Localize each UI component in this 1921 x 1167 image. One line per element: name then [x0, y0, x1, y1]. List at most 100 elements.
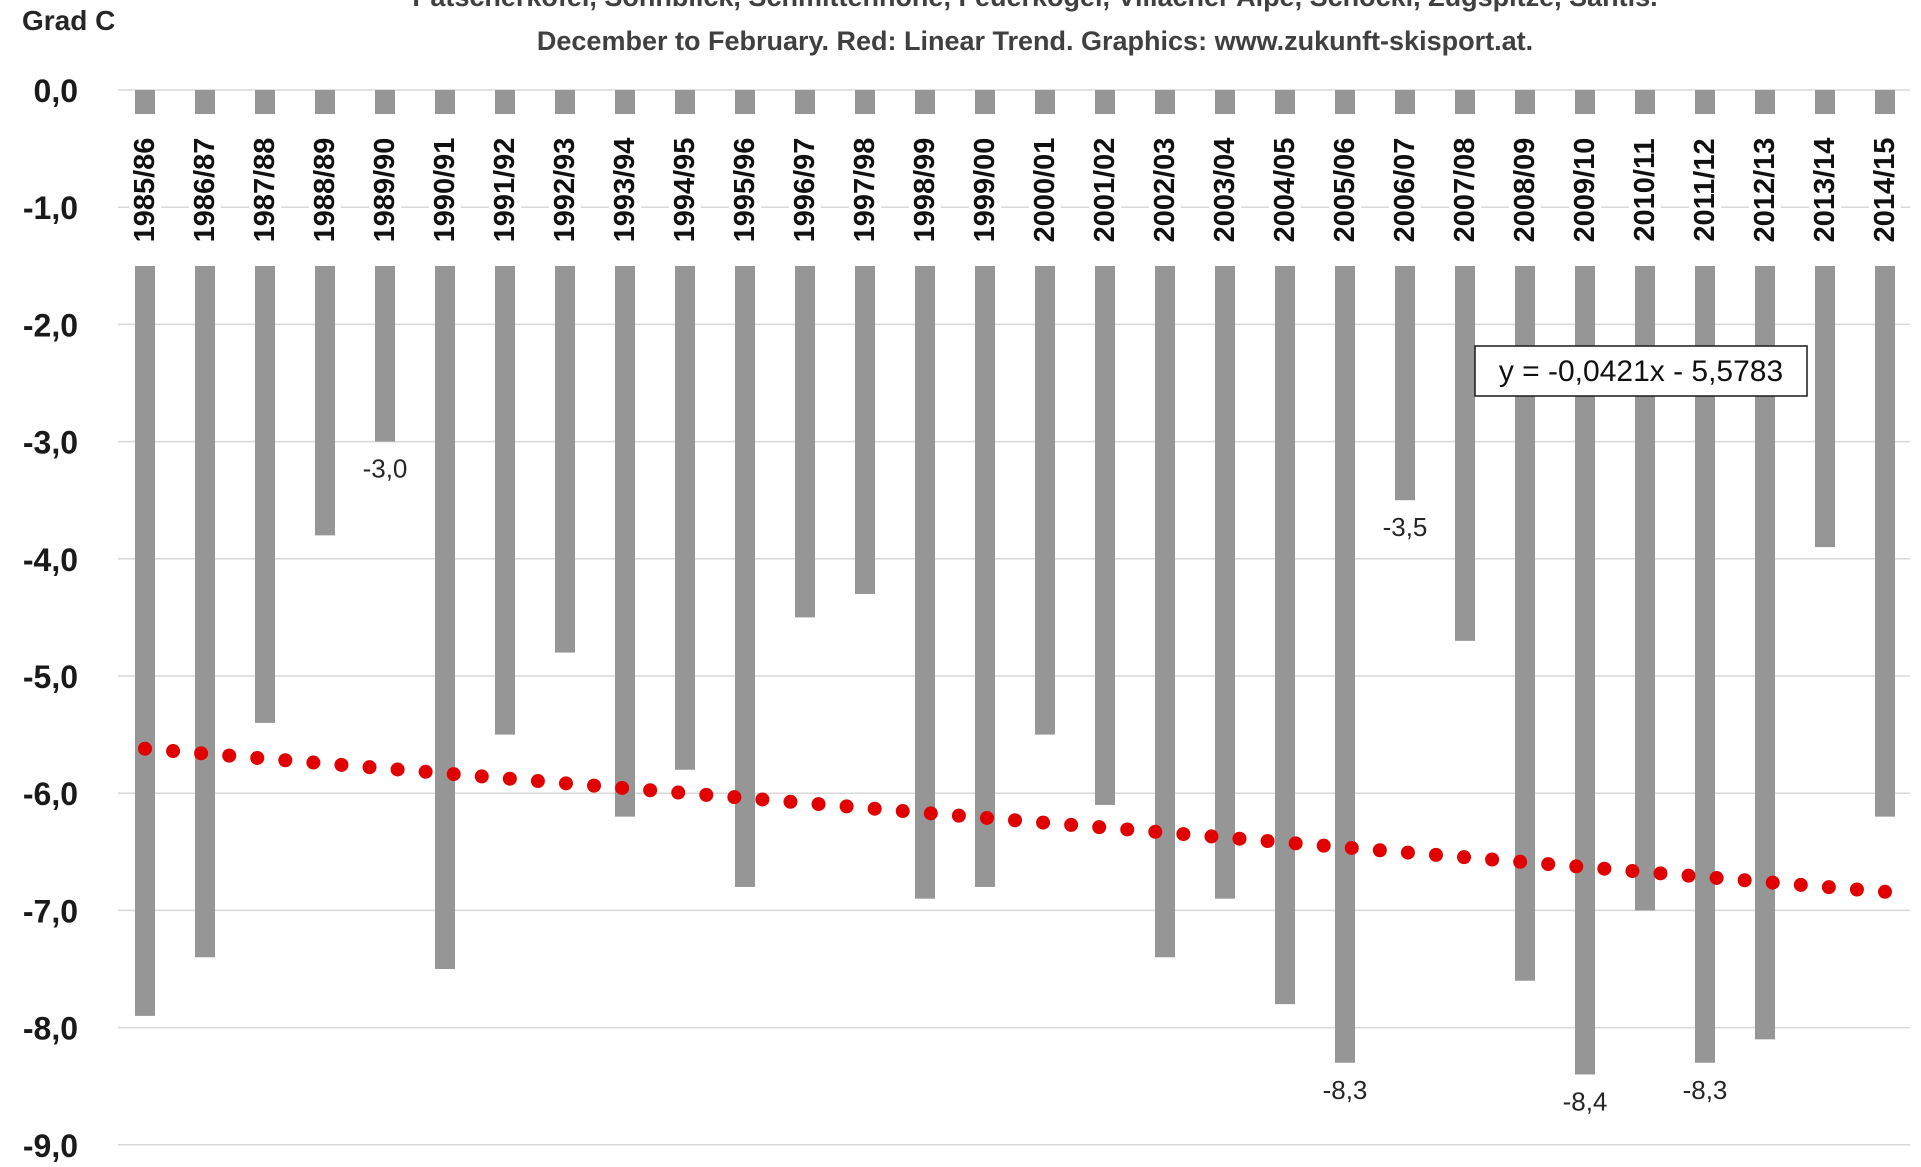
x-tick-label-backing — [729, 114, 761, 266]
trend-dot — [699, 787, 714, 802]
x-tick-label: 1998/99 — [909, 138, 941, 243]
trend-dot — [1765, 875, 1780, 890]
trend-dot — [390, 762, 405, 777]
trend-dot — [1737, 873, 1752, 888]
x-tick-label: 2002/03 — [1149, 138, 1181, 243]
trend-dot — [1372, 843, 1387, 858]
x-tick-label-backing — [909, 114, 941, 266]
trend-dot — [474, 769, 489, 784]
bar — [1515, 90, 1535, 981]
x-tick-label: 1990/91 — [429, 138, 461, 243]
bar — [1635, 90, 1655, 911]
y-tick-label: -4,0 — [23, 542, 78, 578]
y-tick-labels: 0,0 -1,0 -2,0 -3,0 -4,0 -5,0 -6,0 -7,0 -8,0 -9,0 — [23, 73, 78, 1164]
trend-dot — [1148, 824, 1163, 839]
trend-equation-box: y = -0,0421x - 5,5783 — [1474, 345, 1808, 397]
x-tick-label: 2004/05 — [1269, 138, 1301, 243]
chart-title-line-1: Patscherkofel, Sonnblick, Schmittenhöhe,… — [412, 0, 1657, 12]
trend-dot — [1569, 859, 1584, 874]
x-tick-label: 2006/07 — [1389, 138, 1421, 243]
trend-dot — [1316, 838, 1331, 853]
bar — [435, 90, 455, 969]
trend-dot — [222, 748, 237, 763]
trend-dot — [979, 810, 994, 825]
x-tick-label: 1995/96 — [729, 138, 761, 243]
x-tick-label: 2007/08 — [1449, 138, 1481, 243]
bar — [1755, 90, 1775, 1040]
trend-dot — [1457, 850, 1472, 865]
x-tick-label: 1999/00 — [969, 138, 1001, 243]
trend-dot — [1344, 840, 1359, 855]
trend-dot — [587, 778, 602, 793]
bar — [135, 90, 155, 1016]
trend-dot — [1232, 831, 1247, 846]
x-tick-label-backing — [1509, 114, 1541, 266]
trend-dot — [306, 755, 321, 770]
gridlines — [118, 89, 1910, 1146]
trend-dot — [334, 757, 349, 772]
trend-dot — [1288, 836, 1303, 851]
trend-dot — [1485, 852, 1500, 867]
x-tick-label-backing — [1269, 114, 1301, 266]
y-tick-label: -7,0 — [23, 893, 78, 929]
x-tick-label-backing — [249, 114, 281, 266]
x-tick-label: 2003/04 — [1209, 138, 1241, 243]
x-tick-label-backing — [369, 114, 401, 266]
trend-line — [138, 741, 1892, 899]
bar — [1575, 90, 1595, 1075]
x-tick-label: 1987/88 — [249, 138, 281, 243]
x-tick-label-backing — [1449, 114, 1481, 266]
trend-dot — [194, 746, 209, 761]
x-tick-label-backing — [789, 114, 821, 266]
trend-dot — [1036, 815, 1051, 830]
x-tick-label-backing — [309, 114, 341, 266]
trend-dot — [1625, 864, 1640, 879]
y-tick-label: -9,0 — [23, 1128, 78, 1164]
trend-dot — [250, 750, 265, 765]
y-tick-label: -1,0 — [23, 190, 78, 226]
trend-dot — [1204, 829, 1219, 844]
bar — [1695, 90, 1715, 1063]
trend-dot — [839, 799, 854, 814]
x-tick-label-backing — [1209, 114, 1241, 266]
trend-dot — [1793, 877, 1808, 892]
trend-dot — [895, 804, 910, 819]
x-tick-label: 2001/02 — [1089, 138, 1121, 243]
trend-dot — [1260, 834, 1275, 849]
trend-equation: y = -0,0421x - 5,5783 — [1499, 355, 1783, 388]
x-tick-label: 2009/10 — [1569, 138, 1601, 243]
x-tick-label: 2010/11 — [1629, 138, 1661, 241]
x-tick-label: 2014/15 — [1869, 138, 1901, 243]
trend-dot — [923, 806, 938, 821]
data-label: -8,3 — [1323, 1075, 1368, 1105]
bar — [1335, 90, 1355, 1063]
trend-dot — [1176, 827, 1191, 842]
x-tick-label-backing — [1749, 114, 1781, 266]
y-tick-label: 0,0 — [34, 73, 78, 109]
x-tick-label-backing — [1629, 114, 1661, 266]
trend-dot — [1681, 868, 1696, 883]
trend-dot — [643, 783, 658, 798]
x-tick-labels: 1985/86 1986/87 1987/88 1988/89 1989/90 1990/… — [129, 114, 1901, 266]
x-tick-label: 1994/95 — [669, 138, 701, 243]
y-tick-label: -3,0 — [23, 425, 78, 461]
trend-dot — [1709, 870, 1724, 885]
data-label: -8,3 — [1683, 1075, 1728, 1105]
data-label: -8,4 — [1563, 1086, 1608, 1116]
data-label: -3,0 — [363, 454, 408, 484]
trend-dot — [1513, 854, 1528, 869]
trend-dot — [138, 741, 152, 756]
y-axis-label: Grad C — [22, 5, 115, 36]
y-tick-label: -8,0 — [23, 1011, 78, 1047]
trend-dot — [1120, 822, 1135, 837]
trend-dot — [278, 753, 293, 768]
x-tick-label: 1988/89 — [309, 138, 341, 243]
trend-dot — [867, 801, 882, 816]
x-tick-label-backing — [1089, 114, 1121, 266]
trend-dot — [530, 774, 545, 789]
x-tick-label-backing — [669, 114, 701, 266]
bar — [735, 90, 755, 887]
bar — [615, 90, 635, 817]
x-tick-label-backing — [549, 114, 581, 266]
trend-dot — [502, 771, 517, 786]
